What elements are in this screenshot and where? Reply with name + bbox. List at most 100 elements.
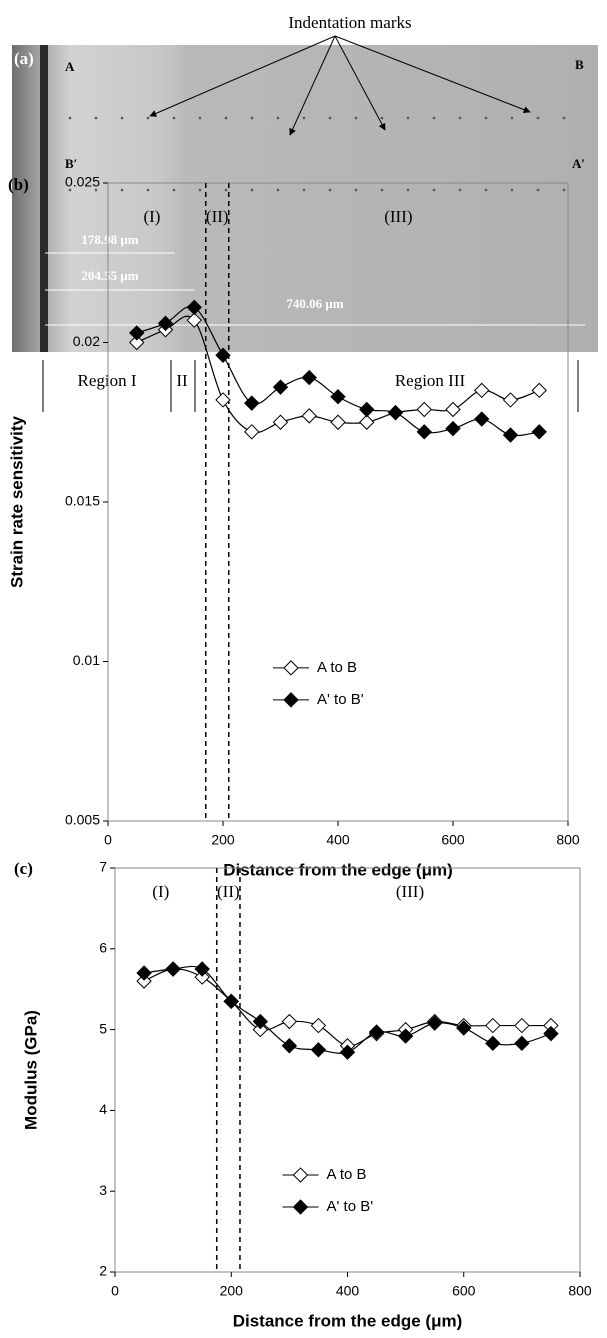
- indent: [562, 188, 566, 192]
- x-tick-label: 0: [111, 1283, 119, 1299]
- indent: [224, 116, 228, 120]
- indent: [536, 188, 540, 192]
- indent: [146, 116, 150, 120]
- measurement: 740.06 μm: [286, 296, 343, 311]
- marker: [301, 408, 317, 424]
- indent: [432, 188, 436, 192]
- marker: [531, 424, 547, 440]
- corner-label: B′: [65, 156, 77, 171]
- x-tick-label: 800: [556, 832, 580, 848]
- y-tick-label: 0.005: [65, 812, 100, 828]
- region-label: (II): [206, 207, 229, 226]
- marker: [244, 395, 260, 411]
- marker: [543, 1025, 559, 1042]
- legend-marker: [283, 692, 299, 708]
- marker: [186, 299, 202, 316]
- region-dividers: [42, 360, 579, 412]
- indent: [146, 188, 150, 192]
- measurement: 178.98 μm: [81, 232, 138, 247]
- region-label: (III): [396, 882, 424, 901]
- indent: [562, 116, 566, 120]
- y-tick-label: 2: [99, 1263, 107, 1279]
- indent: [94, 188, 98, 192]
- indent: [120, 116, 124, 120]
- y-tick-label: 0.01: [73, 652, 100, 668]
- marker: [129, 325, 145, 341]
- marker: [359, 401, 375, 418]
- x-tick-label: 400: [326, 832, 350, 848]
- legend-label: A' to B': [327, 1198, 374, 1215]
- region-label: Region I: [77, 371, 136, 390]
- marker: [531, 382, 547, 399]
- marker: [474, 382, 490, 399]
- marker: [502, 427, 519, 443]
- indent: [458, 116, 462, 120]
- marker: [310, 1042, 327, 1058]
- indent: [68, 116, 72, 120]
- indent: [198, 116, 202, 120]
- micrograph: Indentation marks (a) A B B′ A′ 178.98 μ…: [12, 13, 598, 412]
- indent: [380, 188, 384, 192]
- y-tick-label: 4: [99, 1101, 107, 1117]
- indent: [172, 116, 176, 120]
- panel-label: (b): [8, 175, 29, 194]
- measurement: 204.55 μm: [81, 268, 138, 283]
- marker: [215, 347, 231, 363]
- marker: [281, 1038, 298, 1054]
- marker: [426, 1015, 443, 1031]
- marker: [165, 961, 181, 977]
- arrow: [334, 35, 531, 113]
- legend-label: A' to B': [317, 691, 364, 708]
- arrow: [334, 35, 386, 131]
- y-axis-label: Strain rate sensitivity: [7, 415, 26, 588]
- legend-label: A to B: [317, 659, 357, 676]
- marker: [514, 1035, 530, 1052]
- marker: [339, 1044, 356, 1060]
- marker: [514, 1017, 530, 1034]
- corner-label: A: [65, 59, 75, 74]
- x-tick-label: 600: [441, 832, 465, 848]
- y-tick-label: 3: [99, 1182, 107, 1198]
- marker: [416, 401, 432, 418]
- indent: [120, 188, 124, 192]
- indent: [510, 116, 514, 120]
- marker: [445, 420, 461, 437]
- indent: [198, 188, 202, 192]
- indent: [328, 188, 332, 192]
- marker: [330, 414, 346, 430]
- indent: [484, 188, 488, 192]
- marker: [157, 315, 174, 332]
- x-axis-label: Distance from the edge (μm): [223, 860, 453, 879]
- marker: [397, 1028, 414, 1044]
- corner-label: B: [575, 57, 584, 72]
- indent: [510, 188, 514, 192]
- indent: [302, 188, 306, 192]
- marker: [252, 1021, 269, 1038]
- marker: [272, 414, 289, 430]
- arrow: [289, 35, 336, 136]
- indent: [276, 188, 280, 192]
- marker: [129, 334, 145, 351]
- marker: [474, 411, 490, 427]
- marker: [223, 993, 239, 1010]
- x-tick-label: 200: [220, 1283, 244, 1299]
- marker: [136, 965, 152, 981]
- marker: [194, 961, 210, 977]
- region-label: (I): [152, 882, 169, 901]
- y-tick-label: 6: [99, 940, 107, 956]
- marker: [502, 392, 519, 408]
- indent: [328, 116, 332, 120]
- legend-label: A to B: [327, 1166, 367, 1183]
- marker: [252, 1013, 269, 1030]
- region-label: (I): [143, 207, 160, 226]
- indent: [302, 116, 306, 120]
- y-tick-label: 0.015: [65, 493, 100, 509]
- legend-marker: [292, 1167, 309, 1183]
- marker: [387, 404, 404, 421]
- indent: [354, 116, 358, 120]
- indent: [354, 188, 358, 192]
- arrow: [149, 35, 336, 117]
- marker: [359, 414, 375, 430]
- region-label: II: [176, 371, 188, 390]
